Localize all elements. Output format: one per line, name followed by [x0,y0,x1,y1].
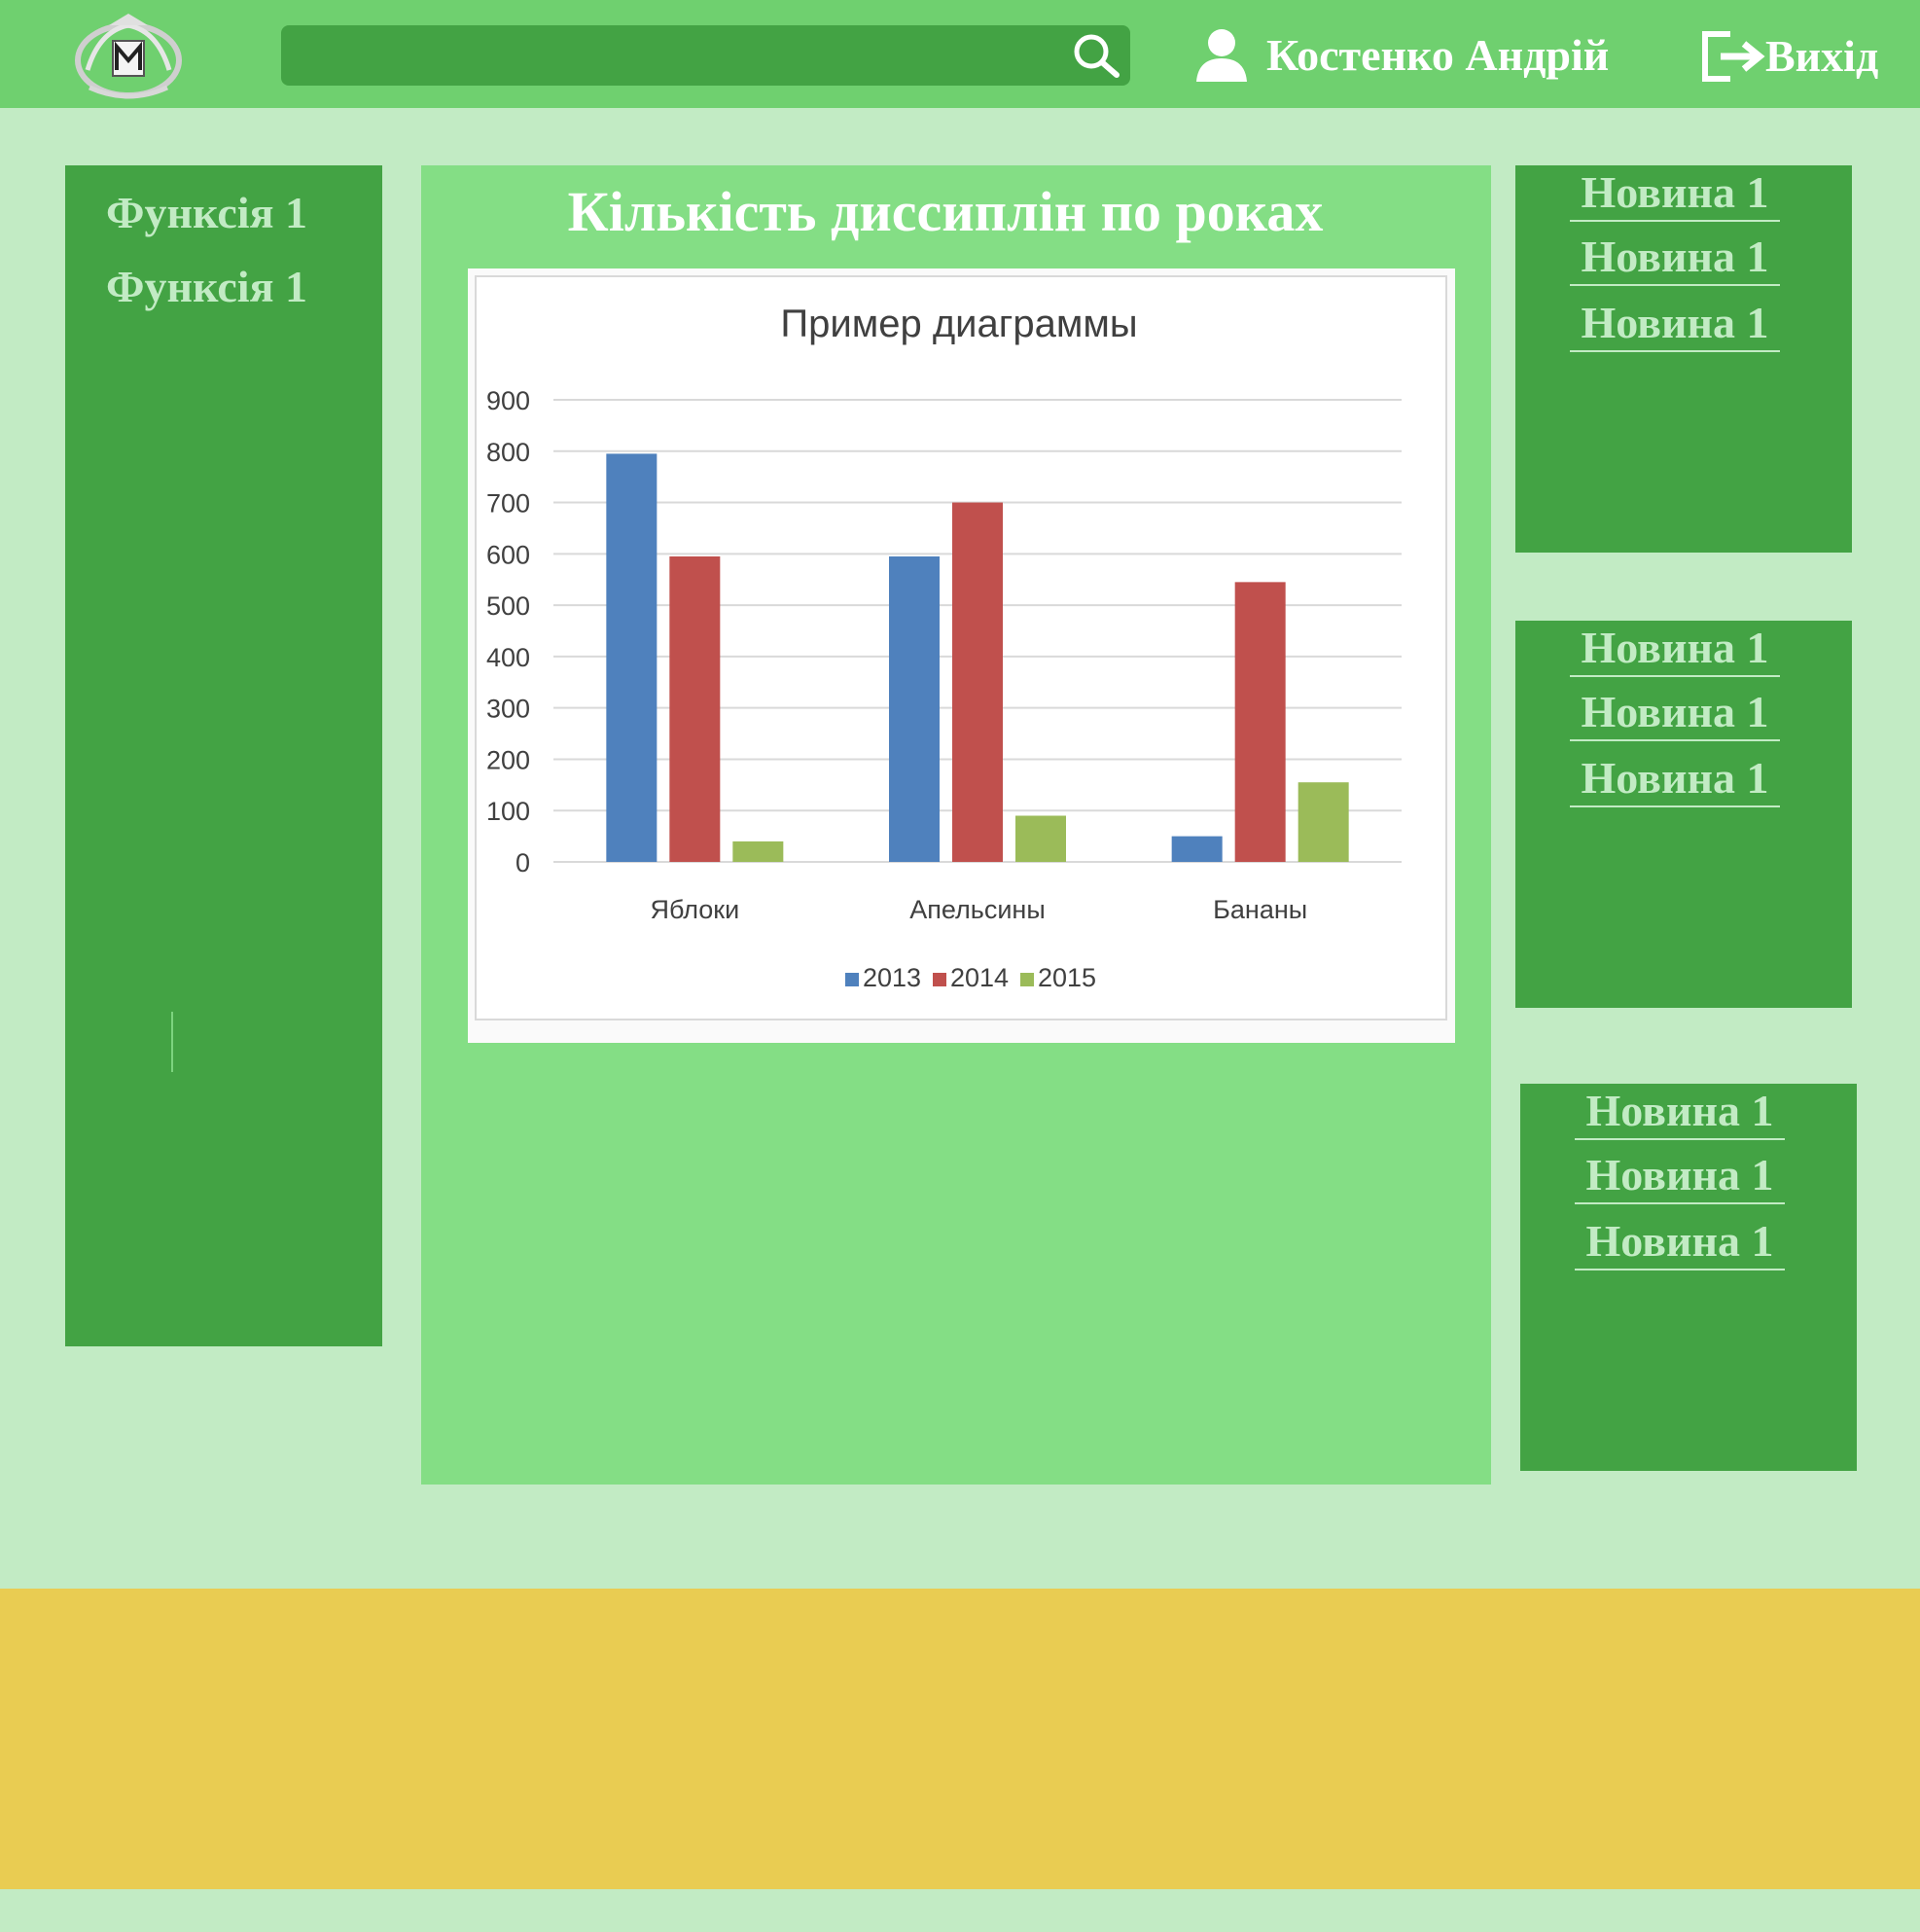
chart-bar [732,841,784,862]
chart-y-tick-label: 300 [486,695,530,724]
news-item[interactable]: Новина 1 [1570,165,1780,222]
sidebar-item-function-1[interactable]: Функсія 1 [106,188,307,237]
news-item[interactable]: Новина 1 [1570,296,1780,352]
page-title: Кількість диссиплін по роках [567,180,1324,243]
search-bar [281,25,1130,86]
chart-x-tick-label: Бананы [1213,895,1307,924]
legend-label: 2015 [1038,963,1096,992]
chart-bar [669,555,721,862]
user-name: Костенко Андрій [1266,29,1610,80]
chart-x-tick-label: Апельсины [909,895,1045,924]
chart-y-tick-label: 100 [486,797,530,826]
legend-label: 2014 [950,963,1009,992]
news-item[interactable]: Новина 1 [1570,751,1780,807]
chart-y-tick-label: 400 [486,643,530,672]
user-icon [1196,29,1247,82]
divider [171,1012,173,1072]
user-profile[interactable]: Костенко Андрій [1192,21,1609,88]
logout-label: Вихід [1765,30,1879,81]
chart-y-tick-label: 800 [486,438,530,467]
news-item[interactable]: Новина 1 [1575,1214,1785,1270]
legend-swatch [845,973,859,986]
news-panel-2: Новина 1 Новина 1 Новина 1 [1515,621,1852,1008]
chart-bar [1298,782,1349,862]
search-button[interactable] [1070,31,1122,80]
chart-title: Пример диаграммы [780,303,1137,345]
chart-bar [889,555,940,862]
chart-x-tick-label: Яблоки [650,895,739,924]
news-item[interactable]: Новина 1 [1575,1084,1785,1140]
logout-icon [1702,31,1765,82]
university-logo[interactable] [70,12,187,103]
chart-y-tick-label: 500 [486,591,530,621]
sidebar: Функсія 1 Функсія 1 [65,165,382,1346]
logout-button[interactable]: Вихід [1699,25,1878,86]
search-icon [1074,34,1120,78]
chart-y-tick-label: 600 [486,540,530,569]
chart-bar [1015,815,1066,862]
legend-swatch [1020,973,1034,986]
news-item[interactable]: Новина 1 [1575,1148,1785,1204]
news-item[interactable]: Новина 1 [1570,621,1780,677]
news-panel-1: Новина 1 Новина 1 Новина 1 [1515,165,1852,553]
chart-bar [952,502,1003,862]
legend-swatch [933,973,946,986]
search-input[interactable] [301,33,1044,80]
chart-y-tick-label: 200 [486,745,530,774]
main-content: Кількість диссиплін по роках Пример диаг… [421,165,1491,1485]
crest-icon [75,14,182,99]
chart-container: Пример диаграммы 0 100 200 300 400 500 600 700 80… [468,268,1455,1043]
news-panel-3: Новина 1 Новина 1 Новина 1 [1520,1084,1857,1471]
news-item[interactable]: Новина 1 [1570,685,1780,741]
legend-label: 2013 [863,963,921,992]
bar-chart: Пример диаграммы 0 100 200 300 400 500 600 700 80… [475,275,1447,1020]
chart-bar [606,453,658,862]
chart-y-tick-label: 0 [516,848,530,877]
chart-y-tick-label: 900 [486,386,530,415]
news-item[interactable]: Новина 1 [1570,230,1780,286]
top-bar: Костенко Андрій Вихід [0,0,1920,108]
sidebar-item-function-2[interactable]: Функсія 1 [106,262,307,311]
chart-y-tick-label: 700 [486,489,530,519]
chart-bar [1171,836,1223,862]
chart-bar [1234,582,1286,862]
footer [0,1589,1920,1889]
